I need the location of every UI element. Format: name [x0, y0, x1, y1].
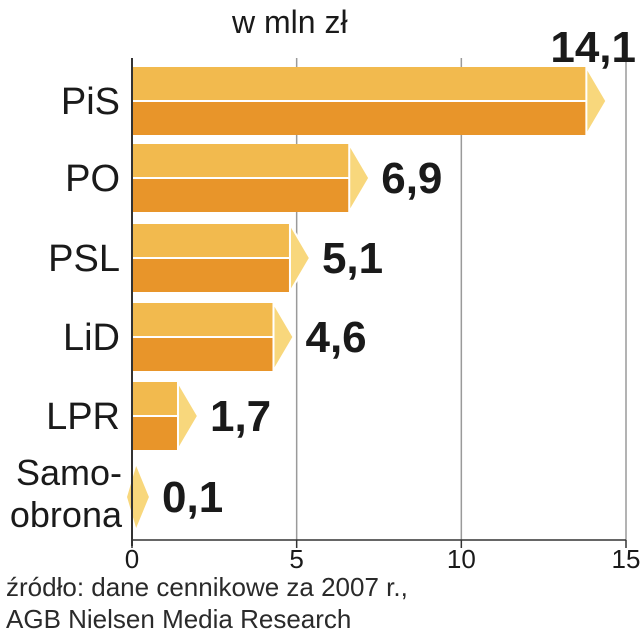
bars	[124, 63, 608, 535]
bar-top	[132, 382, 178, 416]
bar-bottom	[132, 337, 274, 371]
bar-end-cap	[124, 459, 152, 535]
bar-end-cap	[348, 140, 371, 216]
category-label: Samo-	[16, 452, 122, 493]
source-line-2: AGB Nielsen Media Research	[6, 604, 352, 634]
value-label: 6,9	[381, 154, 442, 203]
bar-bottom	[132, 258, 290, 292]
x-tick-label: 5	[289, 544, 303, 574]
category-label: LPR	[46, 396, 120, 438]
x-axis: 0 5 10 15	[125, 58, 640, 574]
bar-top	[132, 303, 274, 337]
category-label: LiD	[63, 317, 120, 359]
chart-title: w mln zł	[232, 4, 348, 40]
x-tick-label: 15	[612, 544, 640, 574]
category-label: PO	[65, 158, 120, 200]
bar-top	[132, 67, 587, 101]
bar-end-cap	[585, 63, 608, 139]
bar-end-cap	[176, 378, 200, 454]
value-label: 14,1	[550, 23, 636, 72]
bar-top	[132, 144, 350, 178]
value-label: 1,7	[210, 392, 271, 441]
bar-bottom	[132, 178, 350, 212]
gridlines	[295, 58, 627, 540]
bar-bottom	[132, 416, 178, 450]
category-label: PiS	[61, 81, 120, 123]
source-line-1: źródło: dane cennikowe za 2007 r.,	[6, 572, 408, 602]
labels: PiS 14,1 PO 6,9 PSL 5,1 LiD 4,6 LPR 1,7 Samo-obron…	[10, 23, 636, 535]
category-label: obrona	[10, 494, 123, 535]
x-tick-label: 0	[125, 544, 139, 574]
value-label: 4,6	[305, 313, 366, 362]
category-label: PSL	[48, 238, 120, 280]
bar-top	[132, 224, 290, 258]
bar-end-cap	[272, 299, 295, 375]
value-label: 0,1	[162, 473, 223, 522]
value-label: 5,1	[322, 234, 383, 283]
bar-end-cap	[288, 220, 312, 296]
bar-bottom	[132, 101, 587, 135]
x-tick-label: 10	[447, 544, 476, 574]
